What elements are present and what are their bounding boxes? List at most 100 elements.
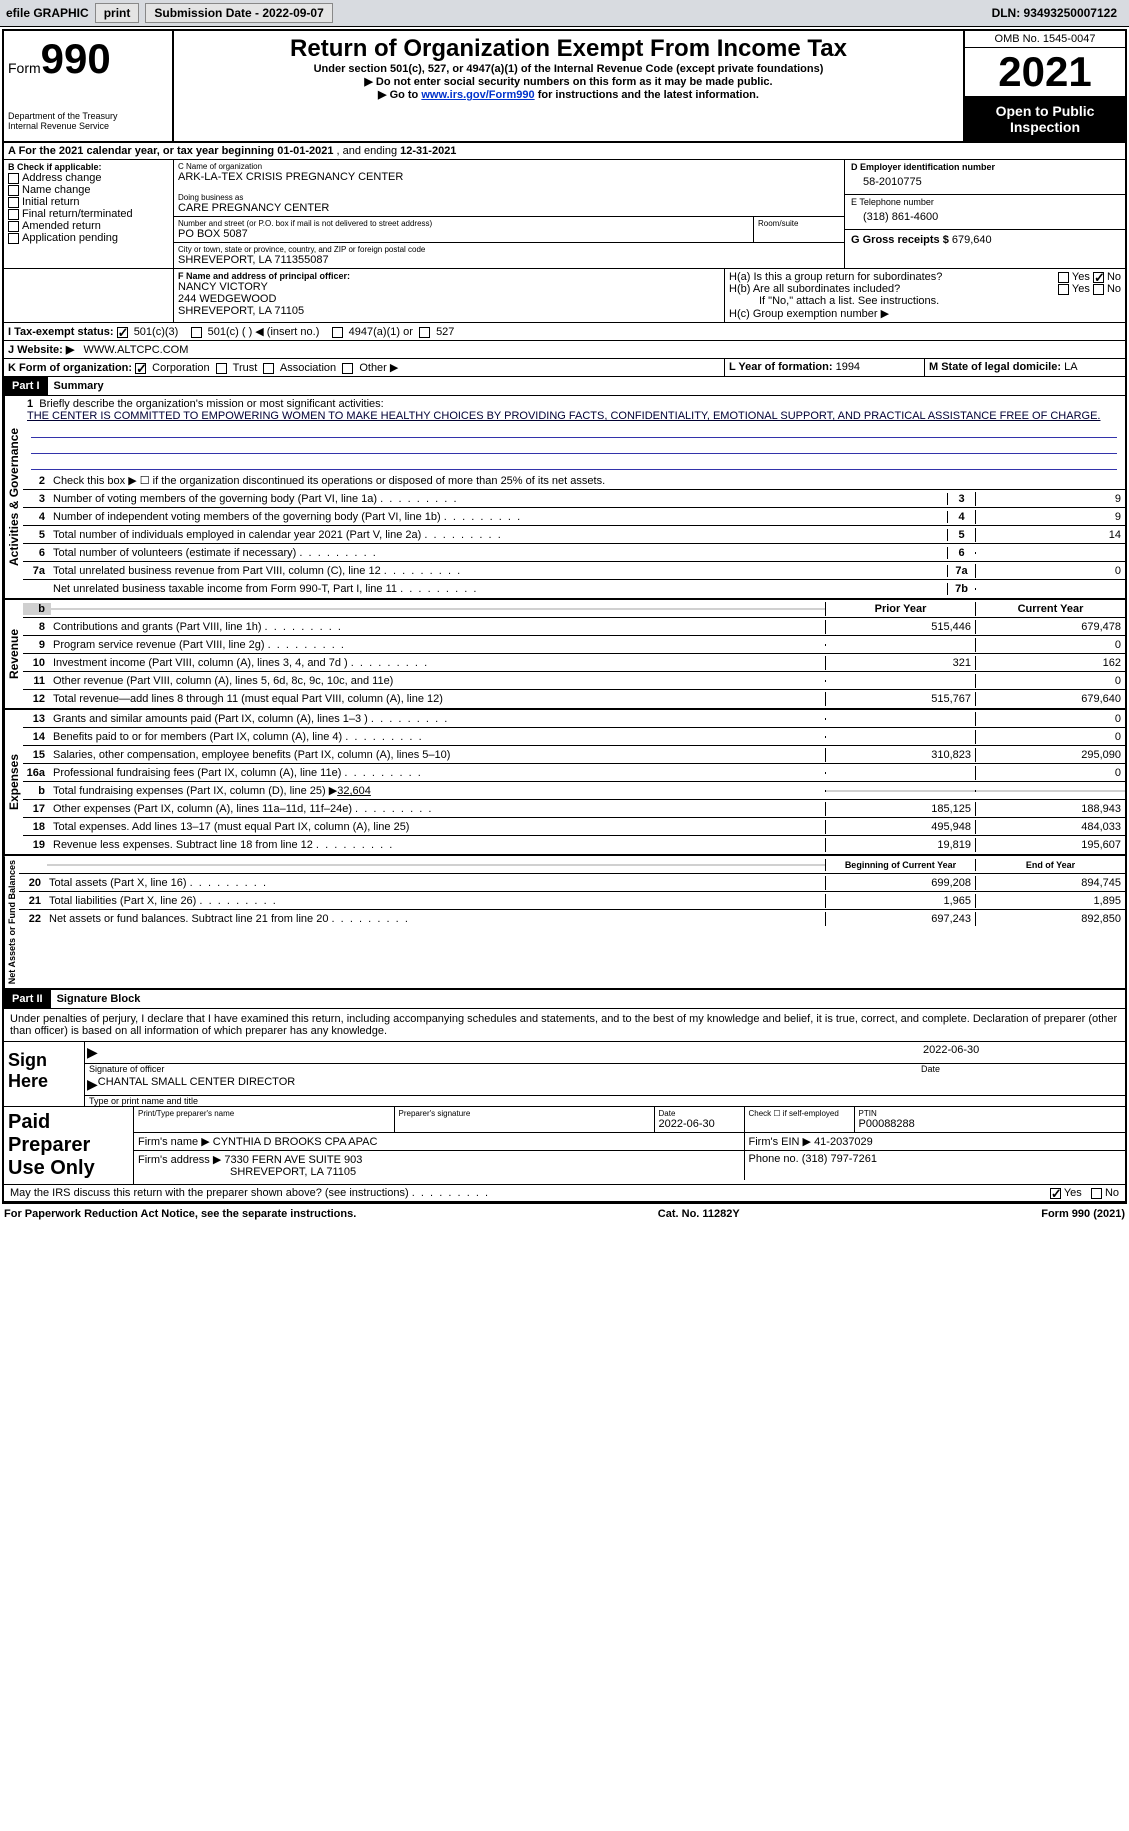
k-corp[interactable] [135,363,146,374]
efile-label: efile GRAPHIC [6,6,89,20]
gross-receipts: 679,640 [952,234,992,246]
discuss-yes[interactable] [1050,1188,1061,1199]
print-button[interactable]: print [95,3,140,23]
hb-no[interactable] [1093,284,1104,295]
k-trust[interactable] [216,363,227,374]
paid-preparer: Paid Preparer Use Only [4,1107,134,1184]
i-501c3[interactable] [117,327,128,338]
g-label: G Gross receipts $ [851,234,949,246]
phone-value: (318) 861-4600 [851,207,1119,227]
check-pending[interactable] [8,233,19,244]
l7a: Total unrelated business revenue from Pa… [51,564,947,578]
officer-addr1: 244 WEDGEWOOD [178,293,720,305]
check-initial[interactable] [8,197,19,208]
b-label: B Check if applicable: [8,162,102,172]
v7b [975,588,1125,590]
addr-label: Number and street (or P.O. box if mail i… [178,219,749,228]
a-begin: 01-01-2021 [277,145,333,157]
org-name: ARK-LA-TEX CRISIS PREGNANCY CENTER [178,171,840,183]
part1-title: Summary [48,377,110,395]
top-bar: efile GRAPHIC print Submission Date - 20… [0,0,1129,27]
website-value: WWW.ALTCPC.COM [84,344,189,356]
mission-text: THE CENTER IS COMMITTED TO EMPOWERING WO… [27,410,1121,422]
dln-label: DLN: 93493250007122 [992,6,1117,20]
i-label: I Tax-exempt status: [8,326,114,338]
a-label: A For the 2021 calendar year, or tax yea… [8,145,277,157]
hc-label: H(c) Group exemption number ▶ [729,307,1121,320]
vert-expenses: Expenses [4,710,23,854]
officer-addr2: SHREVEPORT, LA 71105 [178,305,720,317]
sign-here: Sign Here [4,1042,84,1106]
k-assoc[interactable] [263,363,274,374]
open-inspection: Open to Public Inspection [965,97,1125,141]
v7a: 0 [975,564,1125,578]
vert-netassets: Net Assets or Fund Balances [4,856,19,988]
footer-left: For Paperwork Reduction Act Notice, see … [4,1208,356,1220]
i-527[interactable] [419,327,430,338]
f-label: F Name and address of principal officer: [178,271,350,281]
check-name[interactable] [8,185,19,196]
dba-label: Doing business as [178,193,840,202]
v3: 9 [975,492,1125,506]
l6: Total number of volunteers (estimate if … [51,546,947,560]
vert-revenue: Revenue [4,600,23,708]
footer-right: Form 990 (2021) [1041,1208,1125,1220]
l2: Check this box ▶ ☐ if the organization d… [51,473,1125,488]
form-number: 990 [41,35,111,82]
dba-name: CARE PREGNANCY CENTER [178,202,840,214]
vert-activities: Activities & Governance [4,396,23,598]
l5: Total number of individuals employed in … [51,528,947,542]
declaration: Under penalties of perjury, I declare th… [4,1009,1125,1042]
form-990: Form990 Department of the Treasury Inter… [2,29,1127,1204]
city-label: City or town, state or province, country… [178,245,840,254]
c-name-label: C Name of organization [178,162,840,171]
hb-note: If "No," attach a list. See instructions… [729,295,1121,307]
discuss-no[interactable] [1091,1188,1102,1199]
v4: 9 [975,510,1125,524]
m-label: M State of legal domicile: [929,361,1061,373]
dept-treasury: Department of the Treasury [8,111,168,121]
part1-header: Part I [4,377,48,395]
form-word: Form [8,60,41,76]
officer-name: NANCY VICTORY [178,281,720,293]
submission-date: Submission Date - 2022-09-07 [145,3,332,23]
footer-mid: Cat. No. 11282Y [658,1208,740,1220]
ein-value: 58-2010775 [851,172,1119,192]
check-final[interactable] [8,209,19,220]
j-label: J Website: ▶ [8,344,74,356]
check-amended[interactable] [8,221,19,232]
check-address[interactable] [8,173,19,184]
note-ssn: ▶ Do not enter social security numbers o… [178,75,959,88]
irs-label: Internal Revenue Service [8,121,168,131]
street-address: PO BOX 5087 [178,228,749,240]
sig-date: 2022-06-30 [923,1044,1123,1061]
part2-title: Signature Block [51,990,147,1008]
l1-label: Briefly describe the organization's miss… [39,398,383,410]
a-end: 12-31-2021 [400,145,456,157]
part2-header: Part II [4,990,51,1008]
a-mid: , and ending [333,145,400,157]
ha-label: H(a) Is this a group return for subordin… [729,271,942,283]
form-subtitle: Under section 501(c), 527, or 4947(a)(1)… [178,63,959,75]
i-501c[interactable] [191,327,202,338]
ha-no[interactable] [1093,272,1104,283]
tax-year: 2021 [965,48,1125,97]
v6 [975,552,1125,554]
omb-number: OMB No. 1545-0047 [965,31,1125,48]
l-label: L Year of formation: [729,361,833,373]
hb-label: H(b) Are all subordinates included? [729,283,900,295]
typed-name: CHANTAL SMALL CENTER DIRECTOR [98,1076,295,1093]
room-label: Room/suite [758,219,840,228]
irs-link[interactable]: www.irs.gov/Form990 [421,89,534,101]
i-4947[interactable] [332,327,343,338]
k-label: K Form of organization: [8,362,132,374]
may-irs: May the IRS discuss this return with the… [10,1187,488,1199]
note-goto-post: for instructions and the latest informat… [535,89,759,101]
v5: 14 [975,528,1125,542]
d-label: D Employer identification number [851,162,995,172]
hb-yes[interactable] [1058,284,1069,295]
k-other[interactable] [342,363,353,374]
l3: Number of voting members of the governin… [51,492,947,506]
ha-yes[interactable] [1058,272,1069,283]
note-goto-pre: ▶ Go to [378,89,421,101]
